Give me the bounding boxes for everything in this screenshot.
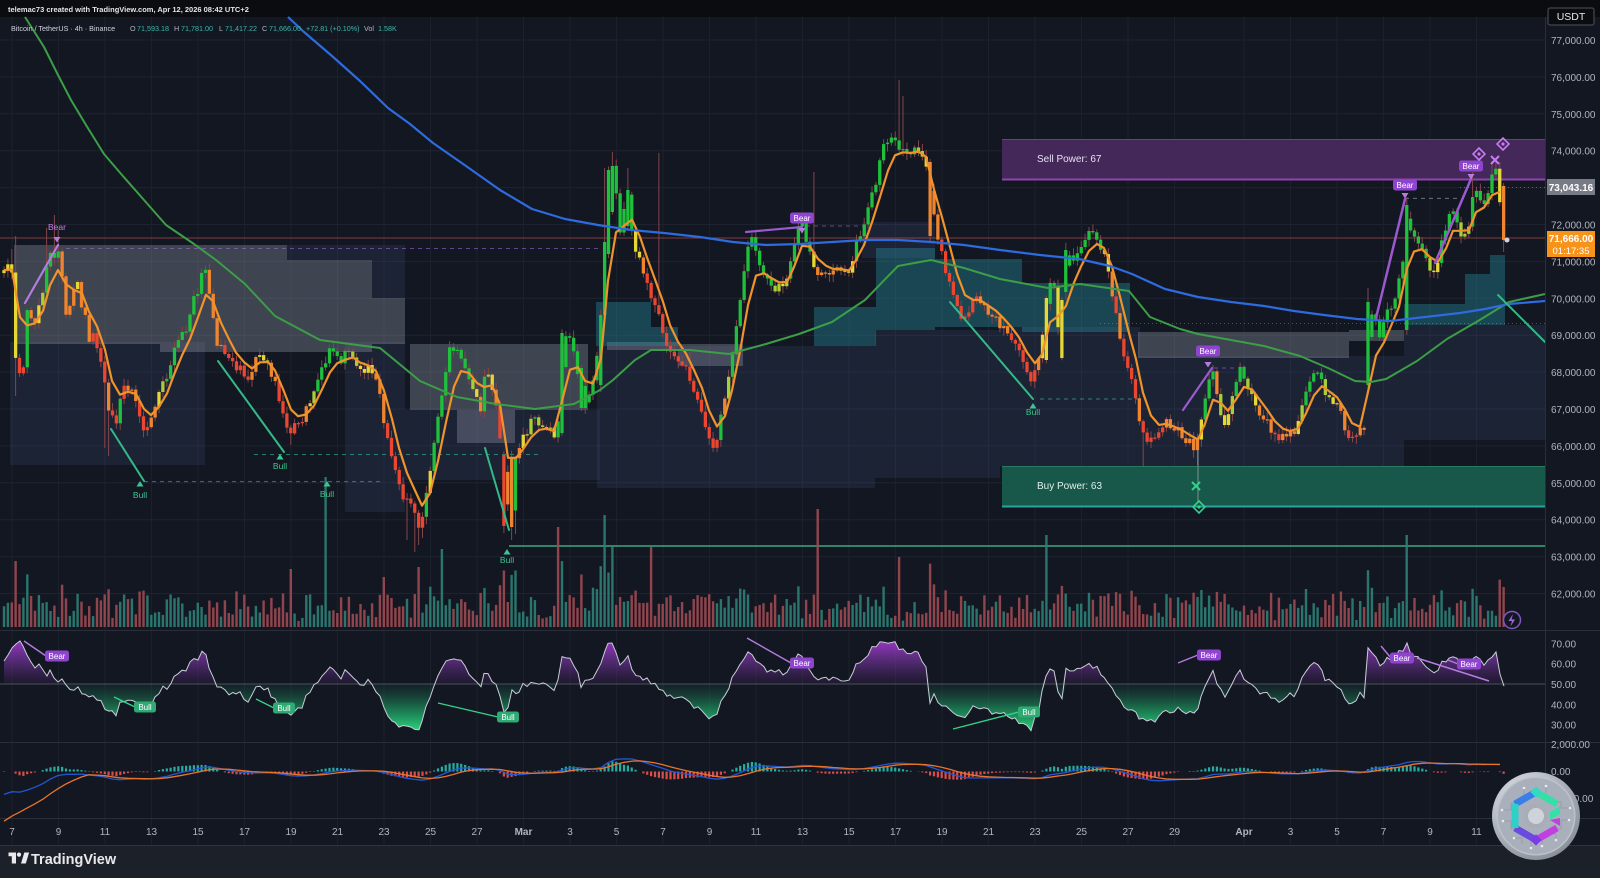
svg-text:Bull: Bull: [277, 704, 291, 713]
svg-text:telemac73 created with Trading: telemac73 created with TradingView.com, …: [8, 5, 249, 14]
svg-text:2,000.00: 2,000.00: [1551, 740, 1590, 751]
svg-text:21: 21: [983, 827, 995, 838]
svg-text:76,000.00: 76,000.00: [1551, 73, 1596, 84]
svg-text:Bull: Bull: [133, 490, 147, 500]
svg-text:9: 9: [56, 827, 62, 838]
svg-text:TradingView: TradingView: [31, 852, 117, 868]
svg-text:Mar: Mar: [515, 827, 533, 838]
svg-text:USDT: USDT: [1557, 11, 1586, 23]
svg-text:Bear: Bear: [794, 659, 811, 668]
svg-text:71,593.18: 71,593.18: [137, 24, 169, 33]
svg-text:Bull: Bull: [273, 461, 287, 471]
svg-text:Bull: Bull: [501, 713, 515, 722]
svg-text:Vol: Vol: [364, 24, 374, 33]
svg-text:69,000.00: 69,000.00: [1551, 331, 1596, 342]
svg-text:Buy Power: 63: Buy Power: 63: [1037, 481, 1102, 492]
svg-text:Bull: Bull: [500, 555, 514, 565]
svg-text:3: 3: [567, 827, 573, 838]
svg-text:0.00: 0.00: [1551, 767, 1571, 778]
svg-text:64,000.00: 64,000.00: [1551, 516, 1596, 527]
svg-text:25: 25: [425, 827, 437, 838]
svg-text:27: 27: [471, 827, 483, 838]
svg-text:21: 21: [332, 827, 344, 838]
svg-text:13: 13: [797, 827, 809, 838]
svg-text:H: H: [174, 24, 179, 33]
svg-text:5: 5: [614, 827, 620, 838]
svg-text:23: 23: [1029, 827, 1041, 838]
svg-text:11: 11: [751, 827, 762, 838]
svg-text:Bull: Bull: [320, 489, 334, 499]
svg-text:70,000.00: 70,000.00: [1551, 294, 1596, 305]
svg-text:77,000.00: 77,000.00: [1551, 36, 1596, 47]
svg-text:Bull: Bull: [1022, 708, 1036, 717]
svg-text:50.00: 50.00: [1551, 680, 1576, 691]
svg-text:Bear: Bear: [1397, 181, 1414, 190]
svg-text:60.00: 60.00: [1551, 660, 1576, 671]
svg-text:19: 19: [936, 827, 948, 838]
svg-text:73,043.16: 73,043.16: [1549, 183, 1594, 194]
svg-text:9: 9: [707, 827, 713, 838]
svg-text:72,000.00: 72,000.00: [1551, 221, 1596, 232]
svg-text:71,417.22: 71,417.22: [225, 24, 257, 33]
svg-text:29: 29: [1169, 827, 1181, 838]
svg-text:C: C: [262, 24, 267, 33]
svg-text:O: O: [130, 24, 136, 33]
svg-text:74,000.00: 74,000.00: [1551, 147, 1596, 158]
svg-text:30.00: 30.00: [1551, 721, 1576, 732]
svg-text:66,000.00: 66,000.00: [1551, 442, 1596, 453]
svg-text:63,000.00: 63,000.00: [1551, 553, 1596, 564]
svg-text:17: 17: [890, 827, 902, 838]
svg-text:Bear: Bear: [1463, 162, 1480, 171]
svg-text:71,666.00: 71,666.00: [1549, 234, 1594, 245]
svg-text:11: 11: [1471, 827, 1482, 838]
svg-text:9: 9: [1427, 827, 1433, 838]
svg-text:67,000.00: 67,000.00: [1551, 405, 1596, 416]
svg-text:Bear: Bear: [1461, 660, 1478, 669]
svg-text:65,000.00: 65,000.00: [1551, 479, 1596, 490]
svg-text:01:17:35: 01:17:35: [1553, 246, 1590, 257]
svg-text:+72.81 (+0.10%): +72.81 (+0.10%): [306, 24, 360, 33]
svg-text:15: 15: [843, 827, 855, 838]
svg-text:Bear: Bear: [1200, 347, 1217, 356]
svg-text:27: 27: [1122, 827, 1134, 838]
svg-text:23: 23: [378, 827, 390, 838]
svg-text:17: 17: [239, 827, 251, 838]
svg-text:68,000.00: 68,000.00: [1551, 368, 1596, 379]
svg-text:70.00: 70.00: [1551, 639, 1576, 650]
svg-text:Sell Power: 67: Sell Power: 67: [1037, 154, 1102, 165]
svg-text:7: 7: [660, 827, 666, 838]
svg-text:71,666.00: 71,666.00: [269, 24, 301, 33]
svg-text:11: 11: [100, 827, 111, 838]
svg-text:1.58K: 1.58K: [378, 24, 397, 33]
svg-text:62,000.00: 62,000.00: [1551, 590, 1596, 601]
svg-text:71,781.00: 71,781.00: [181, 24, 213, 33]
svg-text:Bull: Bull: [138, 703, 152, 712]
svg-text:Bear: Bear: [1201, 651, 1218, 660]
svg-text:Bear: Bear: [1394, 654, 1411, 663]
svg-text:Apr: Apr: [1235, 827, 1252, 838]
svg-text:5: 5: [1334, 827, 1340, 838]
svg-text:40.00: 40.00: [1551, 700, 1576, 711]
svg-text:L: L: [219, 24, 223, 33]
svg-text:75,000.00: 75,000.00: [1551, 110, 1596, 121]
svg-text:Bear: Bear: [49, 652, 66, 661]
svg-text:19: 19: [285, 827, 297, 838]
svg-text:25: 25: [1076, 827, 1088, 838]
svg-text:Bear: Bear: [48, 222, 66, 232]
svg-text:7: 7: [1381, 827, 1387, 838]
svg-text:Bull: Bull: [1026, 407, 1040, 417]
svg-text:15: 15: [192, 827, 204, 838]
svg-text:Bitcoin / TetherUS · 4h · Bina: Bitcoin / TetherUS · 4h · Binance: [11, 24, 115, 33]
svg-text:7: 7: [9, 827, 15, 838]
svg-text:71,000.00: 71,000.00: [1551, 257, 1596, 268]
svg-text:Bear: Bear: [794, 214, 811, 223]
svg-text:13: 13: [146, 827, 158, 838]
svg-text:3: 3: [1288, 827, 1294, 838]
